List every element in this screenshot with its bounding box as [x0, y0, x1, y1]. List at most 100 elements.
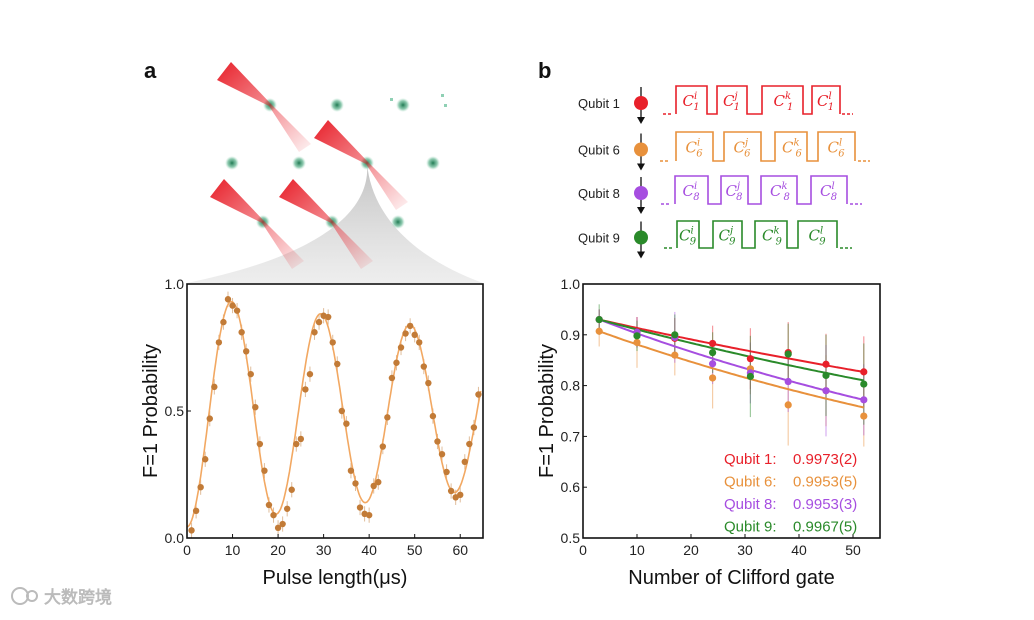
gate-symbol: C	[782, 139, 794, 157]
data-point	[215, 339, 223, 346]
y-tick-label: 0.9	[561, 327, 581, 343]
data-point	[633, 332, 641, 340]
data-point	[784, 401, 792, 409]
gate-superscript: j	[732, 91, 737, 102]
data-point	[457, 491, 464, 499]
gate-subscript: 8	[736, 192, 742, 203]
y-tick-label: 0.6	[561, 479, 581, 495]
qubit-dot	[634, 142, 648, 157]
gate-subscript: 1	[787, 102, 793, 113]
gate-symbol: C	[809, 227, 821, 245]
rabi-oscillation-chart: 0 10 20 30 40 50 60 0.0 0.5 1.0 Pulse length(μs) F=…	[140, 276, 484, 589]
data-point	[247, 370, 254, 378]
data-point	[188, 527, 195, 534]
panel-label-a: a	[144, 58, 157, 83]
data-point	[402, 330, 409, 337]
gate-superscript: k	[781, 181, 787, 192]
atom	[396, 98, 410, 112]
data-point	[475, 391, 482, 398]
right-y-axis-label: F=1 Probability	[536, 344, 558, 478]
data-point	[279, 520, 286, 528]
gate-superscript: l	[820, 226, 823, 237]
x-tick-label: 10	[629, 542, 645, 558]
clifford-gate-label: Cj 6	[734, 138, 752, 160]
data-point	[211, 383, 218, 391]
fit-curve	[598, 318, 864, 373]
gate-superscript: i	[690, 226, 693, 237]
pulse-waveform	[676, 220, 838, 249]
clifford-gate-label: Cl 8	[820, 181, 837, 203]
data-point	[306, 370, 314, 378]
qubit-label: Qubit 8	[578, 186, 620, 201]
gate-symbol: C	[723, 92, 735, 110]
zoom-cone	[187, 163, 483, 283]
qubit-label: Qubit 1	[578, 96, 620, 111]
data-point	[202, 456, 209, 463]
y-tick-label: 0.5	[165, 403, 185, 419]
gate-subscript: 1	[693, 102, 699, 113]
data-point	[709, 339, 717, 348]
data-point	[393, 359, 400, 366]
y-tick-label: 1.0	[561, 276, 581, 292]
fit-curve	[598, 318, 865, 401]
clifford-gate-label: Ck 8	[770, 181, 790, 203]
data-point	[311, 329, 318, 336]
data-point	[192, 507, 200, 515]
data-point	[784, 350, 792, 358]
data-point	[822, 360, 830, 368]
atom	[330, 98, 344, 112]
data-point	[238, 329, 245, 336]
x-tick-label: 0	[579, 542, 587, 558]
gate-superscript: l	[831, 181, 834, 192]
data-point	[595, 327, 603, 335]
fit-curve	[598, 318, 865, 382]
x-tick-label: 60	[452, 542, 468, 558]
atom	[225, 156, 239, 170]
data-point	[784, 377, 792, 386]
x-tick-label: 20	[270, 542, 286, 558]
data-point	[352, 480, 359, 487]
atom	[426, 156, 440, 170]
data-point	[270, 511, 277, 519]
data-point	[709, 360, 717, 368]
gate-symbol: C	[770, 182, 782, 200]
data-point	[746, 372, 755, 381]
clifford-gate-label: Cl 9	[809, 226, 827, 248]
pulse-waveform	[674, 175, 848, 205]
data-point	[709, 374, 717, 382]
clifford-gate-label: Ci 1	[683, 91, 700, 113]
y-tick-label: 0.8	[561, 378, 581, 394]
y-tick-label: 0.7	[561, 428, 581, 444]
data-point	[252, 403, 259, 411]
data-point	[425, 379, 432, 387]
x-tick-label: 50	[407, 542, 423, 558]
qubit-label: Qubit 6	[578, 143, 620, 158]
arrow-head-icon	[637, 117, 645, 124]
qubit-label: Qubit 9	[578, 231, 620, 246]
gate-symbol: C	[719, 227, 731, 245]
gate-subscript: 8	[831, 192, 837, 203]
data-point	[860, 368, 868, 376]
data-point	[470, 424, 478, 431]
data-point	[746, 355, 755, 363]
data-point	[224, 296, 232, 303]
left-x-axis-label: Pulse length(μs)	[263, 567, 408, 589]
data-point	[324, 313, 332, 321]
data-point	[334, 360, 341, 368]
gate-superscript: j	[728, 226, 733, 237]
gate-symbol: C	[734, 139, 746, 157]
data-point	[243, 348, 250, 355]
atom-speck	[444, 104, 447, 107]
data-point	[356, 504, 364, 511]
data-point	[671, 351, 679, 359]
gate-superscript: k	[785, 91, 791, 102]
randomized-benchmarking-chart: 0 10 20 30 40 50 0.5 0.6 0.7 0.8 0.9 1.0 Number of C…	[536, 276, 881, 589]
x-tick-label: 10	[225, 542, 241, 558]
gate-symbol: C	[726, 182, 738, 200]
x-tick-label: 0	[183, 542, 191, 558]
laser-beam	[314, 120, 408, 210]
data-point	[220, 318, 227, 326]
data-point	[315, 318, 323, 326]
clifford-gate-label: Ck 9	[762, 226, 783, 248]
clifford-gate-label: Cj 1	[723, 91, 740, 113]
